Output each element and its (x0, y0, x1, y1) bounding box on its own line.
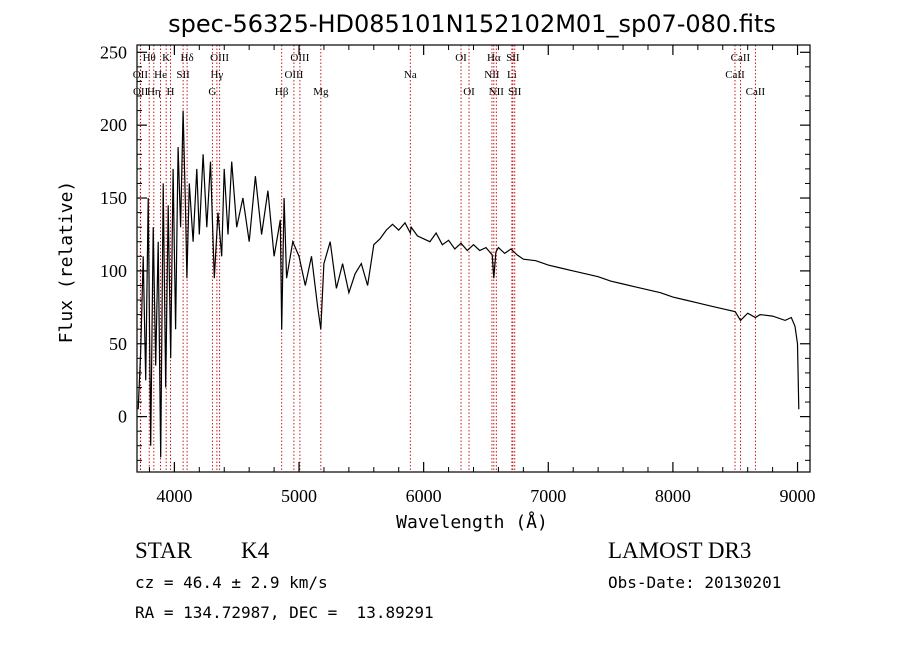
marker-label-3: He (154, 69, 167, 81)
y-tick-label-3: 150 (100, 188, 127, 208)
x-tick-label-1: 5000 (281, 486, 317, 506)
marker-label-19: Hα (487, 52, 501, 64)
y-tick-label-0: 0 (118, 407, 127, 427)
object-class: STAR (135, 538, 192, 563)
marker-label-16: Na (404, 69, 417, 81)
marker-label-22: SII (506, 52, 520, 64)
coordinates: RA = 134.72987, DEC = 13.89291 (135, 603, 434, 622)
marker-label-5: K (162, 52, 170, 64)
marker-label-13: OIII (290, 52, 309, 64)
marker-label-4: Hη (147, 86, 161, 98)
x-tick-label-3: 7000 (530, 486, 566, 506)
spectral-subclass: K4 (241, 538, 270, 563)
marker-label-6: H (167, 86, 175, 98)
spectrum-line (137, 110, 800, 458)
x-tick-label-4: 8000 (655, 486, 691, 506)
marker-label-25: CaII (731, 52, 751, 64)
redshift-readout: cz = 46.4 ± 2.9 km/s (135, 573, 328, 592)
y-tick-label-4: 200 (100, 115, 127, 135)
marker-label-8: Hδ (181, 52, 194, 64)
marker-label-9: OIII (210, 52, 229, 64)
marker-label-17: OI (455, 52, 467, 64)
marker-label-12: Hβ (275, 86, 289, 98)
x-axis-label: Wavelength (Å) (396, 511, 548, 533)
marker-label-27: CaII (746, 86, 766, 98)
marker-label-21: NII (489, 86, 505, 98)
marker-label-24: SII (508, 86, 522, 98)
x-tick-label-2: 6000 (406, 486, 442, 506)
survey-name: LAMOST DR3 (608, 538, 752, 563)
axis-ticks: 4000 5000 6000 7000 8000 9000 0 50 100 150 200 250 (100, 42, 816, 506)
marker-label-7: SII (176, 69, 190, 81)
y-axis-label: Flux (relative) (56, 181, 77, 344)
marker-label-23: Li (507, 69, 517, 81)
chart-title: spec-56325-HD085101N152102M01_sp07-080.f… (168, 10, 776, 38)
y-tick-label-5: 250 (100, 42, 127, 62)
marker-label-20: NII (484, 69, 500, 81)
y-tick-label-1: 50 (109, 334, 127, 354)
marker-label-18: OI (463, 86, 475, 98)
y-tick-label-2: 100 (100, 261, 127, 281)
marker-label-26: CaII (725, 69, 745, 81)
marker-label-10: Hγ (210, 69, 223, 81)
obs-date: Obs-Date: 20130201 (608, 573, 782, 592)
plot-frame (136, 44, 811, 473)
marker-label-14: OIII (284, 69, 303, 81)
x-tick-label-0: 4000 (156, 486, 192, 506)
marker-label-15: Mg (313, 86, 329, 98)
marker-label-0: Hθ (143, 52, 156, 64)
x-tick-label-5: 9000 (780, 486, 816, 506)
marker-label-11: G (208, 86, 216, 98)
